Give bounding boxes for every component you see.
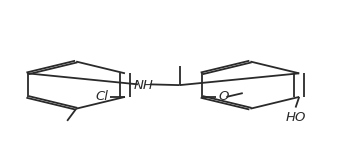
Text: Cl: Cl bbox=[96, 90, 109, 103]
Text: HO: HO bbox=[285, 111, 306, 124]
Text: NH: NH bbox=[134, 79, 153, 92]
Text: O: O bbox=[218, 90, 228, 103]
